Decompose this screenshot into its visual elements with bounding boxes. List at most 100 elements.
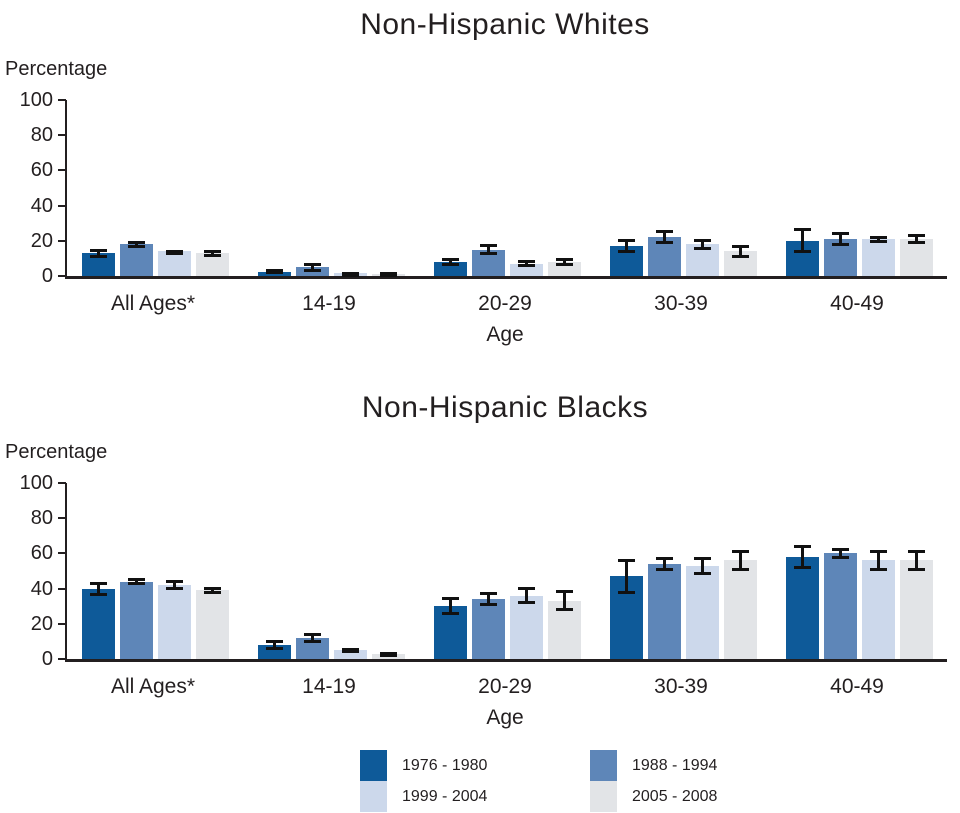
legend-item-2005-2008: 2005 - 2008 — [590, 781, 742, 812]
error-bar — [303, 262, 321, 272]
bar-slot — [257, 100, 291, 276]
bar-slot — [119, 100, 153, 276]
error-bar-cap — [479, 603, 497, 607]
error-bar-stem — [624, 239, 628, 254]
error-bar — [731, 245, 749, 258]
legend-column: 1976 - 1980 1999 - 2004 — [360, 750, 512, 812]
bar-slot — [647, 483, 681, 659]
error-bar-cap — [517, 264, 535, 268]
y-tick-label: 80 — [30, 124, 53, 147]
bar-slot — [723, 483, 757, 659]
error-bar — [655, 230, 673, 245]
x-category-label: 40-49 — [830, 292, 884, 315]
error-bar — [379, 272, 397, 278]
error-bar-cap — [379, 274, 397, 278]
legend-item-1988-1994: 1988 - 1994 — [590, 750, 742, 781]
error-bar-stem — [134, 578, 138, 586]
bar-slot — [547, 483, 581, 659]
error-bar-cap — [341, 649, 359, 653]
error-bar-cap — [203, 253, 221, 257]
error-bar-cap — [127, 244, 145, 248]
error-bar — [617, 239, 635, 254]
bar-slot — [685, 100, 719, 276]
error-bar-cap — [265, 639, 283, 643]
bar-slot — [861, 483, 895, 659]
error-bar — [655, 556, 673, 571]
error-bar-stem — [96, 581, 100, 596]
error-bar-cap — [655, 241, 673, 245]
bar — [195, 253, 229, 276]
error-bar — [341, 272, 359, 278]
error-bar-cap — [89, 592, 107, 596]
error-bar-cap — [89, 248, 107, 252]
error-bar-cap — [165, 587, 183, 591]
error-bar-cap — [203, 249, 221, 253]
bar-slot — [433, 100, 467, 276]
bar-slot — [785, 100, 819, 276]
error-bar-cap — [693, 246, 711, 250]
error-bar — [203, 249, 221, 257]
error-bar — [693, 556, 711, 575]
x-category-labels: All Ages* 14-19 20-29 30-39 40-49 — [65, 291, 945, 317]
bar — [119, 244, 153, 276]
error-bar-stem — [134, 240, 138, 248]
error-bar-cap — [341, 274, 359, 278]
error-bar-stem — [562, 257, 566, 267]
error-bar-cap — [165, 251, 183, 255]
error-bar-cap — [89, 254, 107, 258]
error-bar — [555, 257, 573, 267]
bar-slot — [371, 483, 405, 659]
error-bar — [555, 590, 573, 612]
bar-group — [771, 100, 947, 276]
error-bar — [441, 257, 459, 267]
error-bar-cap — [341, 272, 359, 276]
error-bar-cap — [907, 233, 925, 237]
y-axis-tick — [58, 658, 66, 660]
y-tick-label: 100 — [19, 89, 53, 111]
bar-slot — [471, 483, 505, 659]
error-bar-stem — [310, 262, 314, 272]
bar-slot — [333, 100, 367, 278]
error-bar-cap — [517, 601, 535, 605]
chart-title: Non-Hispanic Whites — [360, 8, 650, 41]
y-axis-tick — [58, 99, 66, 101]
error-bar-cap — [379, 272, 397, 276]
bar-slot — [823, 483, 857, 659]
bar — [157, 251, 191, 276]
legend: 1976 - 1980 1999 - 2004 1988 - 1994 2005… — [360, 750, 960, 812]
error-bar-cap — [907, 549, 925, 553]
error-bar-stem — [700, 239, 704, 250]
bar-group — [67, 483, 243, 659]
error-bar-cap — [517, 260, 535, 264]
error-bar — [693, 239, 711, 250]
plot-area: 0 20 40 60 80 100 — [20, 472, 947, 670]
legend-swatch-1999-2004 — [360, 781, 387, 812]
error-bar-cap — [479, 592, 497, 596]
error-bar — [907, 233, 925, 245]
bar — [647, 563, 681, 659]
y-tick-label: 100 — [19, 472, 53, 494]
bar — [861, 560, 895, 659]
error-bar — [441, 597, 459, 615]
error-bar-stem — [486, 244, 490, 255]
error-bar-cap — [869, 239, 887, 243]
bar-slot — [81, 483, 115, 659]
error-bar-stem — [210, 586, 214, 594]
error-bar-cap — [303, 262, 321, 266]
bar-group — [243, 483, 419, 659]
error-bar-stem — [876, 549, 880, 571]
legend-label: 1999 - 2004 — [402, 787, 488, 805]
error-bar-cap — [655, 230, 673, 234]
error-bar — [517, 586, 535, 605]
bar-slot — [81, 100, 115, 276]
x-category-label: 14-19 — [302, 292, 356, 315]
error-bar-cap — [831, 232, 849, 235]
y-tick-label: 20 — [30, 229, 53, 252]
error-bar-cap — [793, 250, 811, 254]
error-bar-cap — [831, 243, 849, 247]
error-bar-cap — [907, 241, 925, 245]
error-bar — [265, 268, 283, 275]
x-category-label: All Ages* — [110, 675, 196, 698]
error-bar — [479, 244, 497, 255]
error-bar-cap — [793, 544, 811, 548]
